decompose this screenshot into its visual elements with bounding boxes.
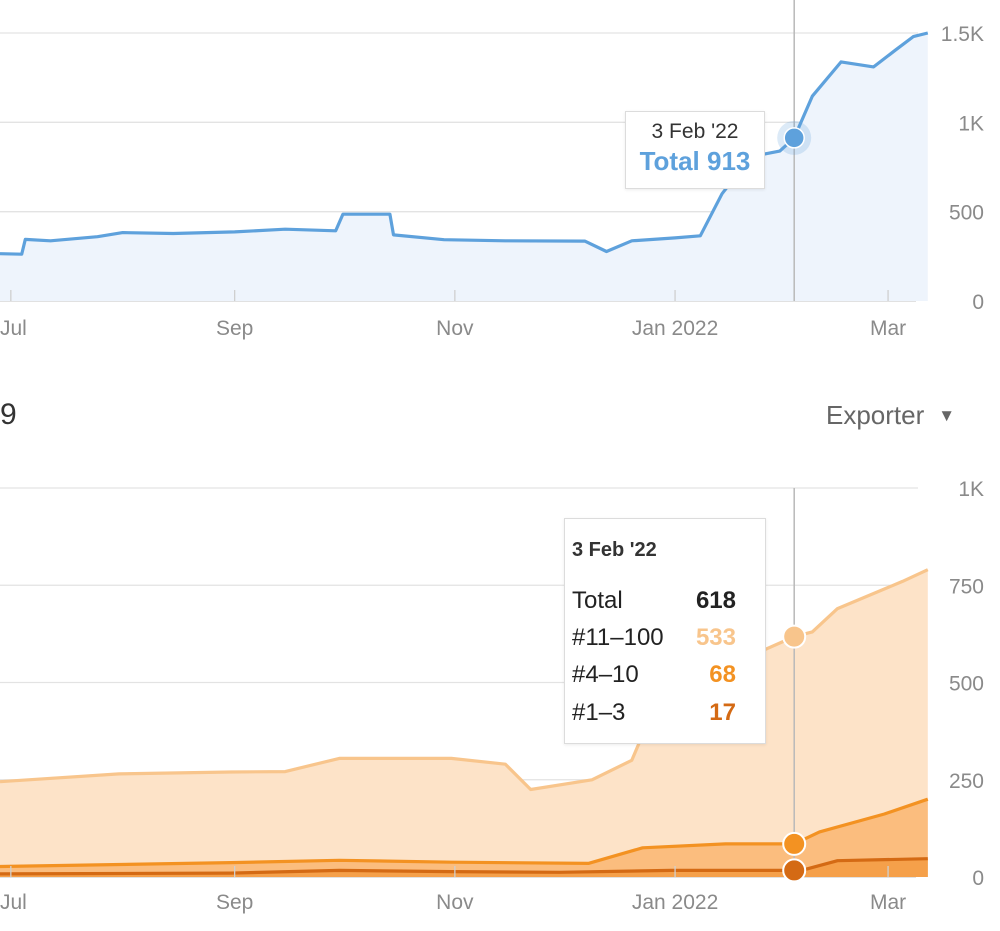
tooltip-row-11-100: #11–100 533 <box>572 624 736 652</box>
total-keywords-chart: 0 500 1K 1.5K Jul Sep Nov Jan 2022 Mar <box>0 0 984 340</box>
hover-point <box>782 858 807 883</box>
total-tooltip: 3 Feb '22 Total 913 <box>625 111 765 189</box>
y-tick-label: 1.5K <box>941 23 984 46</box>
x-tick-label: Jan 2022 <box>632 891 718 914</box>
x-tick-label: Mar <box>870 317 906 340</box>
dropdown-arrow-icon: ▼ <box>938 405 956 425</box>
hover-point <box>782 831 807 856</box>
tooltip-row-value: 68 <box>709 661 736 688</box>
series-area-total <box>0 33 928 301</box>
positions-tooltip: 3 Feb '22 Total 618 #11–100 533 #4–10 68… <box>564 518 766 744</box>
tooltip-row-label: #1–3 <box>572 699 626 726</box>
hover-point <box>783 127 805 149</box>
series-area-11-100 <box>0 569 928 877</box>
tooltip-row-4-10: #4–10 68 <box>572 661 736 689</box>
y-tick-label: 0 <box>972 291 984 314</box>
x-tick-label: Jul <box>0 891 27 914</box>
series-line-4-10 <box>0 797 929 869</box>
x-tick-label: Sep <box>216 891 253 914</box>
tooltip-row-1-3: #1–3 17 <box>572 699 736 727</box>
tooltip-row-value: 17 <box>709 699 736 726</box>
series-area-4-10 <box>0 799 928 877</box>
x-tick-label: Jul <box>0 317 27 340</box>
y-tick-label: 1K <box>958 478 984 501</box>
x-tick-label: Mar <box>870 891 906 914</box>
tooltip-total-value: 913 <box>707 146 751 176</box>
y-tick-label: 250 <box>949 770 984 793</box>
y-tick-label: 500 <box>949 673 984 696</box>
series-line-1-3 <box>0 857 928 876</box>
y-tick-label: 0 <box>972 867 984 890</box>
export-label: Exporter <box>826 400 925 430</box>
y-tick-label: 750 <box>949 575 984 598</box>
tooltip-row-value: 533 <box>695 624 736 651</box>
tooltip-date: 3 Feb '22 <box>651 120 739 143</box>
x-tick-label: Nov <box>436 891 474 914</box>
y-tick-label: 500 <box>949 202 984 225</box>
x-tick-label: Jan 2022 <box>632 317 718 340</box>
y-tick-label: 1K <box>958 112 984 135</box>
hover-point <box>782 624 807 649</box>
tooltip-date: 3 Feb '22 <box>572 539 657 561</box>
tooltip-row-label: #11–100 <box>572 624 664 651</box>
series-area-1-3 <box>0 858 928 877</box>
x-tick-label: Nov <box>436 317 474 340</box>
tooltip-row-total: Total 618 <box>572 587 736 615</box>
keyword-positions-chart: 0 250 500 750 1K Jul Sep Nov Jan 2022 Mar <box>0 478 984 914</box>
tooltip-total-label: Total <box>639 146 700 176</box>
tooltip-row-value: 618 <box>695 587 736 614</box>
tooltip-total: Total 913 <box>626 146 764 177</box>
series-line-total <box>0 31 929 256</box>
export-button[interactable]: Exporter ▼ <box>826 400 955 431</box>
section-number: 9 <box>0 398 17 431</box>
tooltip-row-label: #4–10 <box>572 661 639 688</box>
tooltip-row-label: Total <box>572 587 623 614</box>
series-line-11-100 <box>0 568 929 792</box>
x-tick-label: Sep <box>216 317 253 340</box>
